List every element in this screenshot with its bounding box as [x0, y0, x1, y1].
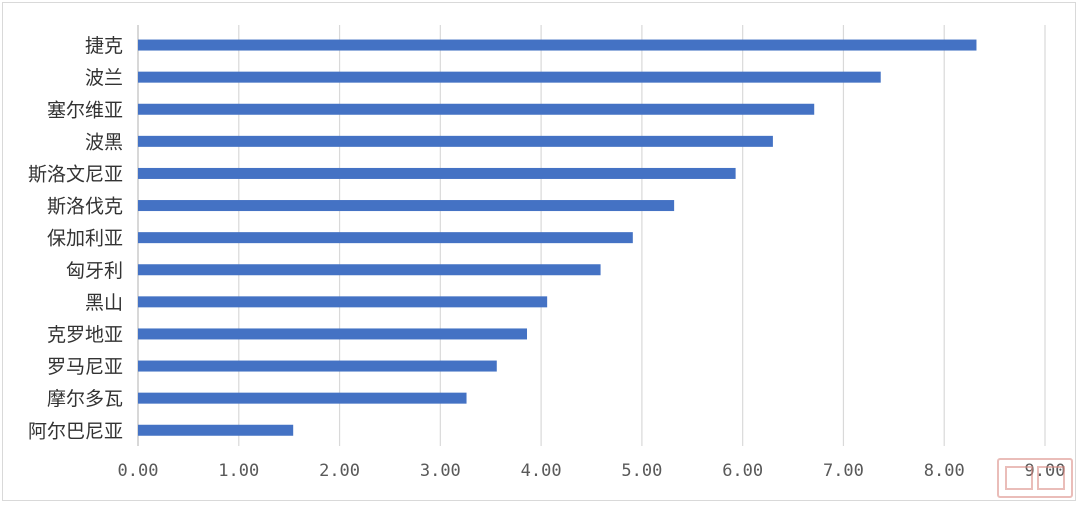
x-tick-label: 1.00 [218, 461, 259, 481]
bar [138, 103, 815, 115]
category-label: 阿尔巴尼亚 [28, 420, 123, 442]
x-tick-label: 8.00 [924, 461, 965, 481]
category-label: 斯洛文尼亚 [28, 163, 123, 185]
category-label: 塞尔维亚 [47, 99, 123, 121]
bar [138, 135, 773, 147]
category-label: 罗马尼亚 [47, 356, 123, 378]
x-tick-labels: 0.00 1.00 2.00 3.00 4.00 5.00 6.00 7.00 8.00 9.00 [118, 461, 1066, 481]
bar [138, 360, 497, 372]
category-labels: 捷克波兰塞尔维亚波黑斯洛文尼亚斯洛伐克保加利亚匈牙利黑山克罗地亚罗马尼亚摩尔多瓦… [28, 35, 123, 442]
bar [138, 296, 548, 308]
category-label: 捷克 [85, 35, 123, 57]
category-label: 匈牙利 [66, 260, 123, 282]
bar [138, 264, 601, 276]
seal-stamp-watermark [997, 458, 1073, 498]
bar [138, 232, 633, 244]
seal-glyph-left [1005, 466, 1033, 490]
x-tick-label: 2.00 [319, 461, 360, 481]
x-tick-label: 7.00 [823, 461, 864, 481]
bar [138, 392, 467, 404]
seal-glyph-right [1037, 466, 1065, 490]
x-tick-label: 0.00 [118, 461, 159, 481]
bars [138, 39, 977, 436]
bar [138, 424, 294, 436]
bar [138, 167, 736, 179]
bar [138, 200, 675, 212]
bar-chart: 捷克波兰塞尔维亚波黑斯洛文尼亚斯洛伐克保加利亚匈牙利黑山克罗地亚罗马尼亚摩尔多瓦… [28, 25, 1066, 481]
category-label: 克罗地亚 [47, 324, 123, 346]
bar [138, 39, 977, 51]
category-label: 波黑 [85, 131, 123, 153]
x-tick-label: 5.00 [621, 461, 662, 481]
category-label: 黑山 [85, 292, 123, 314]
bar [138, 328, 528, 340]
category-label: 波兰 [85, 67, 123, 89]
bar [138, 71, 881, 83]
category-label: 保加利亚 [47, 228, 123, 250]
x-tick-label: 4.00 [521, 461, 562, 481]
category-label: 斯洛伐克 [47, 196, 123, 218]
x-tick-label: 6.00 [722, 461, 763, 481]
x-tick-label: 3.00 [420, 461, 461, 481]
category-label: 摩尔多瓦 [47, 388, 123, 410]
